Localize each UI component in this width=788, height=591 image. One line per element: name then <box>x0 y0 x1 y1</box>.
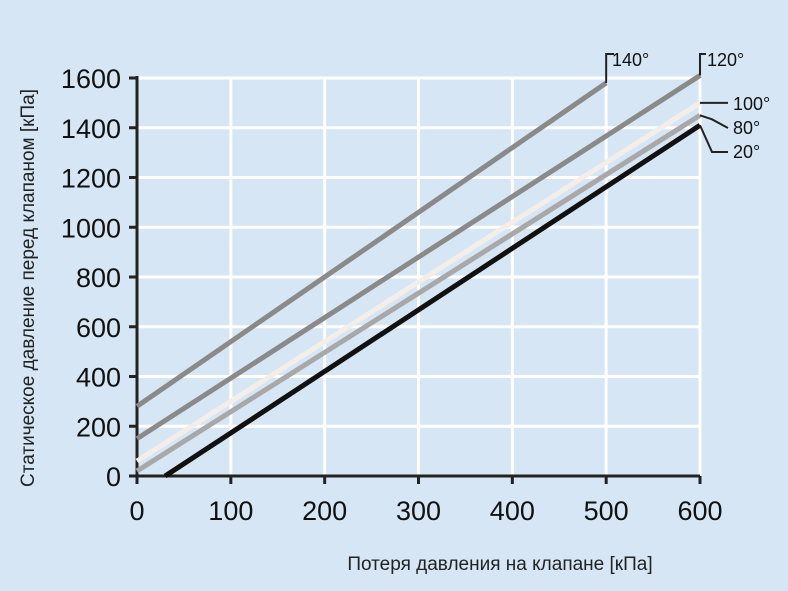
x-tick-label: 100 <box>208 496 253 526</box>
y-tick-label: 1400 <box>61 114 121 144</box>
series-label: 80° <box>733 118 760 138</box>
x-tick-label: 500 <box>584 496 629 526</box>
series-leader-line <box>699 124 728 153</box>
y-tick-label: 200 <box>76 412 121 442</box>
x-tick-label: 200 <box>302 496 347 526</box>
series-line <box>135 73 702 441</box>
x-tick-label: 0 <box>129 496 144 526</box>
series-leader-line <box>699 114 729 129</box>
axes <box>129 76 702 484</box>
series-label: 20° <box>733 142 760 162</box>
series-labels: 140° 120° 100° 80° 20° <box>605 50 770 162</box>
y-tick-label: 400 <box>76 363 121 393</box>
series-line <box>135 113 702 474</box>
y-tick-label: 600 <box>76 313 121 343</box>
series-label: 140° <box>612 50 649 70</box>
x-tick-label: 600 <box>677 496 722 526</box>
tick-labels: 0 100 200 300 400 500 600 0 200 400 600 800 1000 1200… <box>61 64 723 526</box>
series-label: 100° <box>733 94 770 114</box>
x-axis-title: Потеря давления на клапане [кПа] <box>347 554 652 575</box>
y-tick-label: 1000 <box>61 213 121 243</box>
series-leader-line <box>605 53 615 83</box>
y-tick-label: 1600 <box>61 64 121 94</box>
y-tick-label: 800 <box>76 263 121 293</box>
y-tick-label: 1200 <box>61 164 121 194</box>
y-tick-label: 0 <box>106 462 121 492</box>
series-label: 120° <box>707 50 744 70</box>
x-tick-label: 400 <box>490 496 535 526</box>
series-lines <box>135 73 702 479</box>
series-line <box>163 123 702 479</box>
series-line <box>135 100 702 464</box>
x-tick-label: 300 <box>396 496 441 526</box>
series-line <box>135 80 608 409</box>
series-leader-line <box>699 53 706 76</box>
y-axis-title: Статическое давление перед клапаном [кПа… <box>18 89 39 487</box>
